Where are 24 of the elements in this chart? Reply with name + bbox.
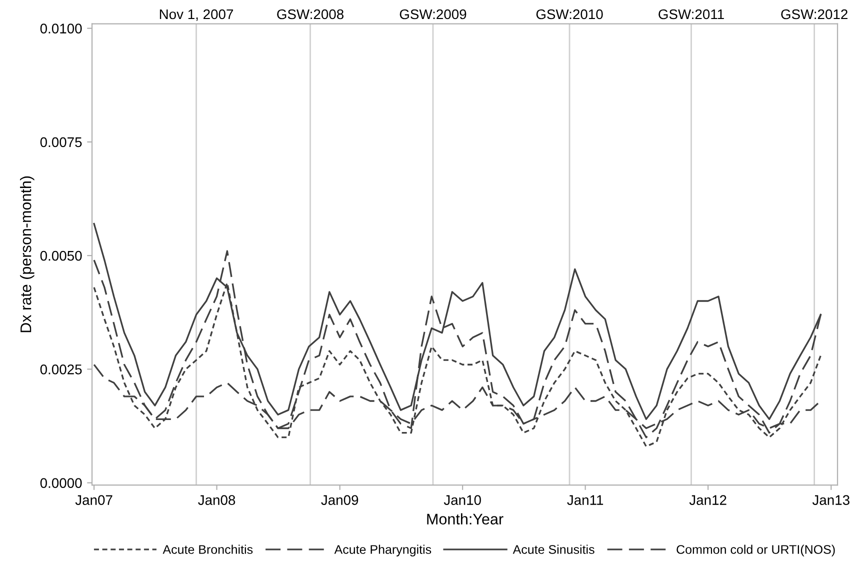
ref-line-label: GSW:2011 xyxy=(658,9,724,20)
x-axis-title: Month:Year xyxy=(427,513,504,525)
ref-line-label: GSW:2010 xyxy=(536,9,603,20)
legend-label: Common cold or URTI(NOS) xyxy=(676,544,835,556)
legend-label: Acute Pharyngitis xyxy=(334,544,432,556)
y-axis-title: Dx rate (person-month) xyxy=(20,176,34,332)
x-tick-label: Jan07 xyxy=(75,495,112,505)
legend-label: Acute Bronchitis xyxy=(162,544,253,554)
x-tick-label: Jan09 xyxy=(321,495,358,505)
ref-line-label: GSW:2012 xyxy=(781,9,848,20)
ref-line-label: Nov 1, 2007 xyxy=(160,9,234,21)
y-tick-label: 0.0025 xyxy=(40,364,82,374)
x-tick-label: Jan11 xyxy=(567,495,604,505)
legend-label: Acute Sinusitis xyxy=(512,544,594,554)
x-tick-label: Jan12 xyxy=(689,495,726,505)
y-tick-label: 0.0075 xyxy=(40,137,82,148)
y-tick-label: 0.0100 xyxy=(40,24,82,34)
y-tick-label: 0.0050 xyxy=(40,250,82,261)
x-tick-label: Jan13 xyxy=(812,495,850,505)
x-tick-label: Jan08 xyxy=(198,495,236,505)
ref-line-label: GSW:2009 xyxy=(400,9,466,20)
ref-line-label: GSW:2008 xyxy=(277,9,344,20)
y-tick-label: 0.0000 xyxy=(40,478,82,488)
x-tick-label: Jan10 xyxy=(444,495,481,505)
